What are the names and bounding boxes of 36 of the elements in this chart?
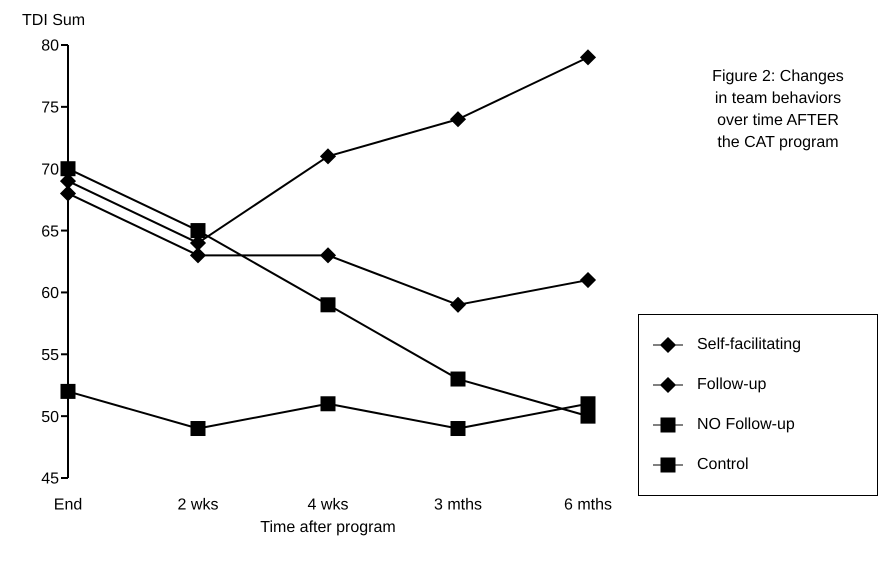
point (450, 297, 466, 313)
point (320, 297, 336, 312)
point (580, 50, 596, 66)
point (60, 161, 76, 176)
point (190, 248, 206, 264)
point (450, 111, 466, 127)
point (450, 421, 466, 436)
point (320, 248, 336, 264)
legend-label: Self-facilitating (697, 336, 802, 354)
point (580, 272, 596, 288)
caption: Figure 2: Changes in team behaviors over time AFTER the CAT program (711, 67, 845, 153)
point (450, 372, 466, 387)
x-tick-label: End (54, 496, 82, 514)
y-tick-label: 55 (41, 346, 60, 364)
point (320, 148, 336, 164)
y-tick-label: 50 (41, 408, 60, 426)
y-tick-label: 45 (41, 470, 60, 488)
y-tick-label: 80 (41, 38, 60, 55)
legend-label: Control (697, 456, 749, 474)
x-axis-title: Time after program (260, 519, 396, 536)
point (190, 223, 206, 238)
x-tick-label: 6 mths (564, 496, 612, 514)
y-tick-label: 75 (41, 100, 60, 117)
x-tick-label: 3 mths (434, 496, 482, 514)
point (60, 384, 76, 399)
point (320, 396, 336, 412)
y-tick-label: 60 (41, 285, 60, 302)
point (60, 186, 76, 202)
point (190, 421, 206, 436)
y-tick-label: 70 (41, 161, 60, 178)
legend-label: NO Follow-up (697, 416, 795, 434)
y-axis-title: TDI Sum (22, 12, 86, 30)
x-tick-label: 2 wks (178, 496, 218, 514)
legend-label: Follow-up (697, 376, 766, 394)
y-tick-label: 65 (41, 223, 60, 240)
x-tick-label: 4 wks (308, 496, 348, 514)
